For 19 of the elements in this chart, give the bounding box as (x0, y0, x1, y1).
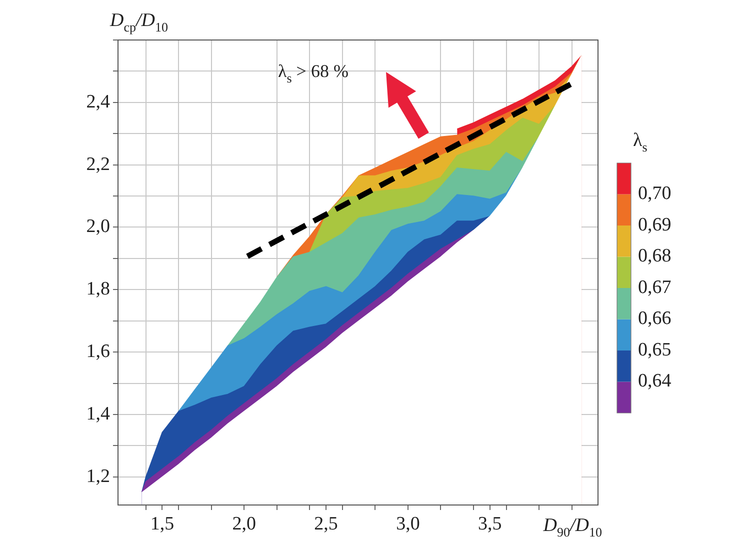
x-tick-label: 2,0 (232, 513, 256, 534)
y-tick-label: 1,2 (86, 466, 110, 487)
y-tick-label: 2,4 (86, 91, 110, 112)
y-tick-label: 1,6 (86, 341, 110, 362)
color-bar-label: 0,64 (638, 370, 672, 392)
color-bar-label: 0,68 (638, 246, 672, 267)
y-tick-label: 1,8 (86, 278, 110, 300)
x-tick-label: 3,5 (478, 513, 502, 534)
color-bar-label: 0,69 (638, 214, 672, 236)
color-bar-label: 0,70 (638, 183, 672, 204)
x-tick-label: 3,0 (396, 513, 420, 534)
y-tick-label: 1,4 (86, 403, 110, 424)
y-tick-label: 2,0 (86, 216, 110, 238)
color-bar-label: 0,67 (638, 276, 672, 298)
color-bar-label: 0,66 (638, 308, 672, 330)
x-tick-label: 1,5 (150, 513, 174, 534)
y-tick-label: 2,2 (86, 154, 110, 175)
x-tick-label: 2,5 (314, 513, 338, 534)
color-bar-label: 0,65 (638, 339, 672, 360)
